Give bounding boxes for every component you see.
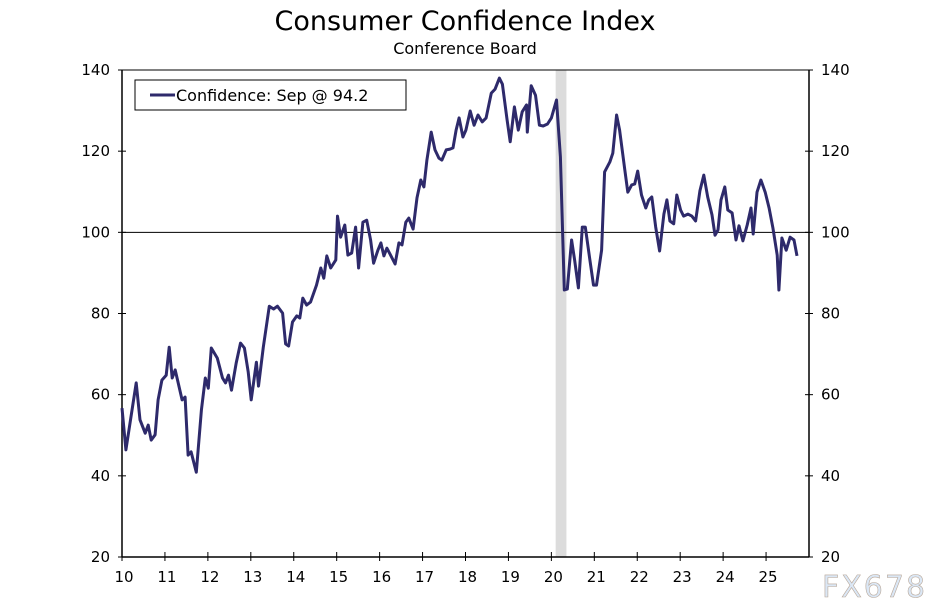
axes: 20 20 40 40 60 60 80 80 100 100 120 120 140 140 10 11 12…: [81, 61, 849, 586]
y-tick-label-right: 140: [821, 61, 850, 79]
y-tick-label-left: 80: [91, 305, 110, 323]
x-tick-label: 16: [372, 568, 391, 586]
x-tick-label: 25: [759, 568, 778, 586]
x-tick-label: 23: [673, 568, 692, 586]
y-tick-label-right: 80: [821, 305, 840, 323]
chart-title: Consumer Confidence Index: [275, 6, 656, 37]
series-group: [120, 76, 799, 474]
y-tick-label-left: 120: [81, 142, 110, 160]
x-tick-label: 22: [630, 568, 649, 586]
y-tick-label-right: 120: [821, 142, 850, 160]
y-tick-label-right: 40: [821, 467, 840, 485]
y-tick-label-right: 100: [821, 223, 850, 241]
y-tick-label-right: 60: [821, 386, 840, 404]
x-tick-label: 24: [716, 568, 735, 586]
series-line-confidence: [120, 76, 799, 474]
x-tick-label: 18: [458, 568, 477, 586]
legend-label: Confidence: Sep @ 94.2: [176, 86, 368, 105]
x-tick-label: 10: [114, 568, 133, 586]
x-tick-label: 12: [200, 568, 219, 586]
y-tick-label-left: 60: [91, 386, 110, 404]
y-tick-label-left: 100: [81, 223, 110, 241]
chart-subtitle: Conference Board: [393, 39, 537, 58]
x-tick-label: 20: [544, 568, 563, 586]
recession-shading-group: [555, 70, 567, 557]
x-tick-label: 14: [286, 568, 305, 586]
x-tick-label: 13: [243, 568, 262, 586]
x-tick-label: 21: [587, 568, 606, 586]
watermark-logo: FX678: [822, 570, 927, 600]
x-tick-label: 15: [329, 568, 348, 586]
y-tick-label-right: 20: [821, 548, 840, 566]
x-tick-label: 11: [157, 568, 176, 586]
recession-band: [555, 70, 567, 557]
y-tick-label-left: 140: [81, 61, 110, 79]
legend: Confidence: Sep @ 94.2: [134, 79, 407, 111]
y-tick-label-left: 40: [91, 467, 110, 485]
x-tick-label: 17: [415, 568, 434, 586]
y-tick-label-left: 20: [91, 548, 110, 566]
legend-box: [134, 79, 407, 111]
x-tick-label: 19: [501, 568, 520, 586]
